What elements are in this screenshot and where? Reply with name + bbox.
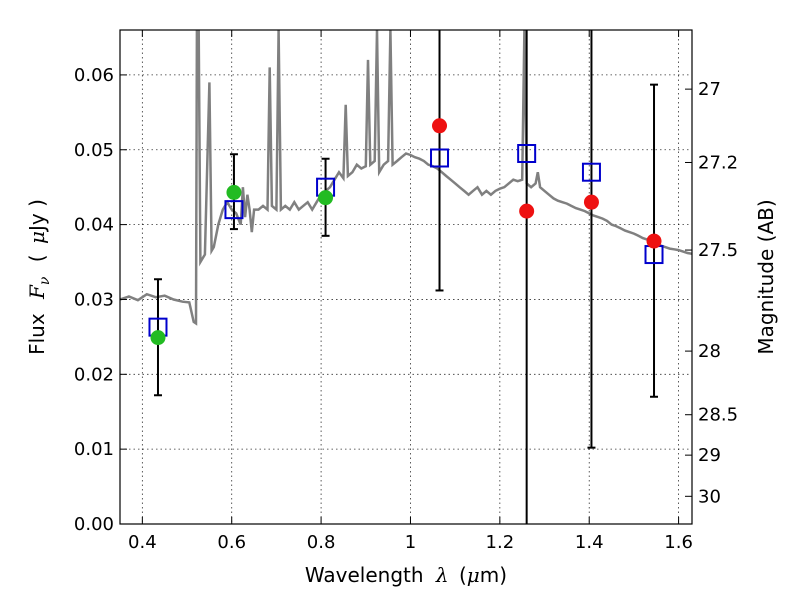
x-tick-label: 0.6: [217, 532, 246, 553]
x-tick-label: 1.2: [486, 532, 515, 553]
y-axis-label-text: Flux: [25, 313, 49, 355]
x-tick-label: 1: [405, 532, 416, 553]
grid: [120, 30, 692, 525]
y-axis-label-nu: ν: [37, 276, 53, 285]
red-data-point: [432, 118, 448, 134]
y2-tick-label: 27: [698, 79, 721, 100]
red-data-point: [583, 194, 599, 210]
errorbars: [153, 30, 659, 524]
y-tick-label: 0.04: [74, 215, 114, 236]
red-data-point: [646, 233, 662, 249]
y-tick-label: 0.02: [74, 364, 114, 385]
y2-tick-label: 28: [698, 341, 721, 362]
y-tick-label: 0.03: [74, 289, 114, 310]
y-tick-label: 0.05: [74, 140, 114, 161]
plot-area: [120, 30, 692, 524]
x-axis-label-open: (: [459, 563, 467, 587]
x-axis-label-lambda: λ: [435, 563, 449, 587]
plot-frame: [119, 29, 693, 525]
y-axis-label: Flux Fν ( μJy ): [25, 199, 54, 355]
x-tick-label: 0.8: [307, 532, 336, 553]
x-tick-label: 1.6: [664, 532, 693, 553]
y-tick-label: 0.06: [74, 65, 114, 86]
y2-tick-label: 27.2: [698, 152, 738, 173]
x-axis-ticks: 0.4 0.6 0.8 1 1.2 1.4 1.6: [128, 30, 693, 553]
x-tick-label: 0.4: [128, 532, 157, 553]
x-axis-label-mu: μ: [467, 563, 480, 587]
red-data-point: [519, 203, 535, 219]
y-axis-label-F: F: [25, 284, 49, 300]
y2-tick-label: 30: [698, 486, 721, 507]
model-square-marker: [517, 144, 537, 163]
y-axis-ticks: 0.00 0.01 0.02 0.03 0.04 0.05 0.06: [74, 65, 127, 535]
observed-points: [150, 118, 662, 346]
model-squares: [148, 144, 664, 337]
x-axis-label: Wavelength λ (μm): [305, 563, 507, 587]
y-axis-label-unit: Jy ): [25, 199, 49, 233]
x-axis-label-unit: m): [480, 563, 507, 587]
green-data-point: [226, 184, 242, 200]
x-tick-label: 1.4: [575, 532, 604, 553]
y2-axis-label: Magnitude (AB): [754, 199, 778, 354]
y2-tick-label: 27.5: [698, 240, 738, 261]
y-tick-label: 0.01: [74, 439, 114, 460]
model-square-marker: [430, 148, 450, 168]
y-axis-label-open: (: [25, 254, 49, 262]
green-data-point: [150, 330, 166, 346]
y-axis-label-mu: μ: [25, 231, 49, 244]
model-spectrum-line: [120, 30, 692, 326]
x-axis-label-text: Wavelength: [305, 563, 424, 587]
model-square-marker: [581, 162, 601, 182]
y2-tick-label: 29: [698, 445, 721, 466]
y2-tick-label: 28.5: [698, 405, 738, 426]
green-data-point: [318, 190, 334, 206]
model-square-marker: [224, 200, 244, 220]
y-tick-label: 0.00: [74, 514, 114, 535]
y2-axis-ticks: 27 27.2 27.5 28 28.5 29 30: [685, 79, 738, 507]
